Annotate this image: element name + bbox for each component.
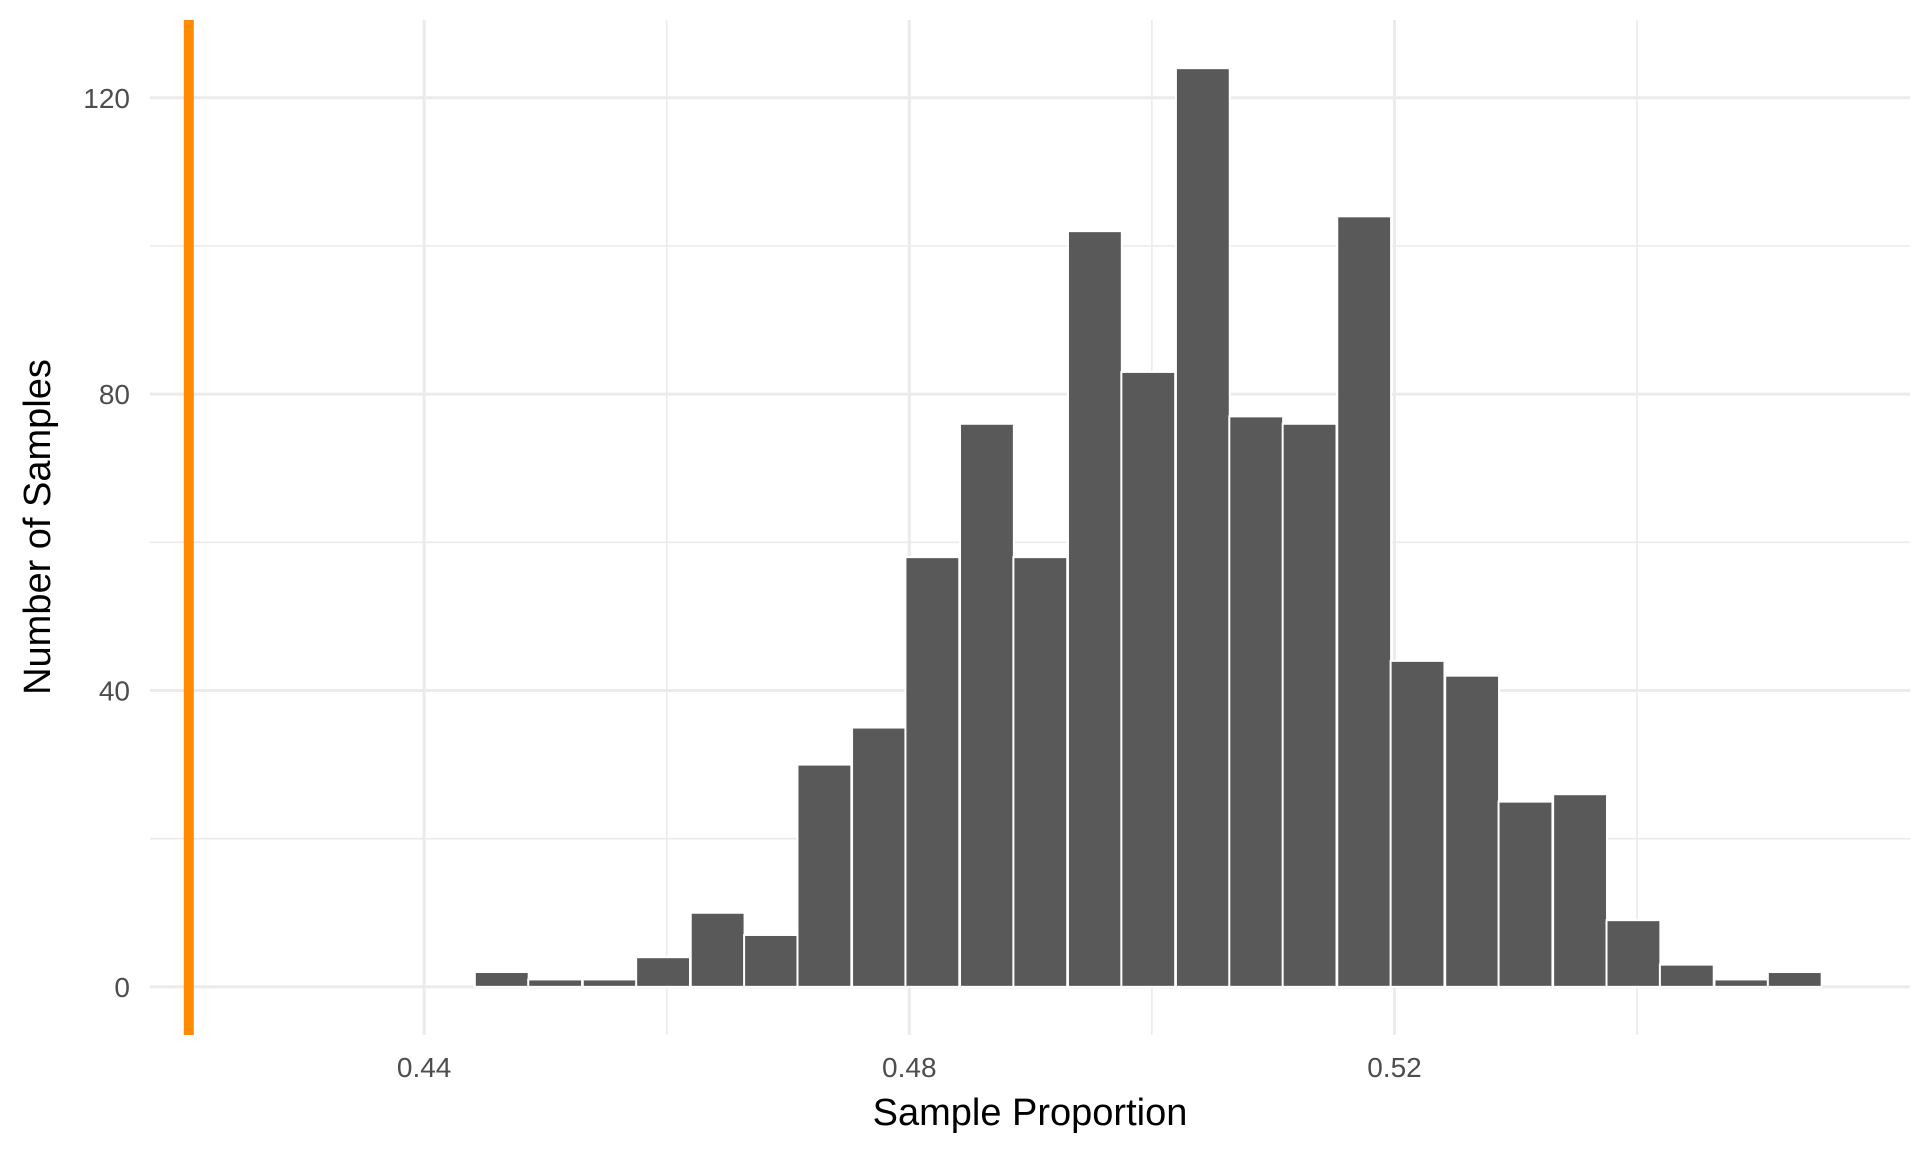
histogram-bar	[581, 978, 638, 988]
histogram-bar	[904, 556, 961, 988]
y-tick-label: 120	[83, 83, 130, 114]
histogram-bar	[851, 726, 907, 988]
y-axis-ticks: 0 40 80 120	[83, 83, 130, 1003]
histogram-bar	[1658, 963, 1715, 988]
x-tick-label: 0.52	[1367, 1052, 1422, 1083]
histogram-bar	[1012, 556, 1069, 988]
x-tick-label: 0.44	[397, 1052, 452, 1083]
histogram-bar	[1389, 659, 1446, 988]
histogram-bar	[1174, 67, 1231, 988]
histogram-bars	[473, 67, 1823, 988]
histogram-bar	[1552, 793, 1609, 988]
histogram-bar	[473, 971, 530, 988]
histogram-bar	[1713, 978, 1770, 988]
histogram-bar	[959, 422, 1015, 988]
histogram-bar	[527, 978, 584, 988]
histogram-bar	[1281, 422, 1338, 988]
x-axis-title: Sample Proportion	[873, 1092, 1188, 1134]
histogram-bar	[635, 956, 692, 988]
histogram-bar	[1444, 674, 1501, 988]
histogram-bar	[743, 933, 799, 988]
histogram-bar	[1766, 971, 1823, 988]
histogram-bar	[1605, 919, 1662, 988]
histogram-bar	[1120, 370, 1177, 988]
histogram-bar	[1497, 800, 1554, 988]
y-tick-label: 0	[114, 972, 130, 1003]
histogram-bar	[796, 763, 853, 988]
x-axis-ticks: 0.44 0.48 0.52	[397, 1052, 1422, 1083]
x-tick-label: 0.48	[882, 1052, 937, 1083]
histogram-bar	[1228, 415, 1285, 988]
y-tick-label: 80	[99, 379, 130, 410]
histogram-bar	[1066, 230, 1123, 988]
y-axis-title: Number of Samples	[17, 359, 59, 695]
y-tick-label: 40	[99, 675, 130, 706]
histogram-bar	[689, 911, 746, 988]
histogram-bar	[1336, 215, 1393, 988]
minor-gridlines	[150, 20, 1910, 1035]
